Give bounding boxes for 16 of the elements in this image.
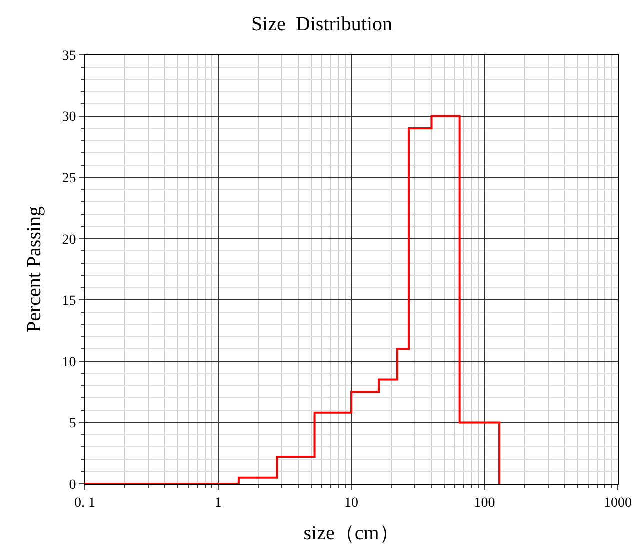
y-tick-label: 30 [62, 110, 76, 126]
y-tick-label: 10 [62, 355, 76, 370]
x-tick-label: 0. 1 [74, 496, 96, 511]
y-tick-label: 15 [62, 294, 76, 310]
y-tick-label: 20 [62, 232, 76, 248]
y-tick-label: 35 [62, 48, 76, 64]
x-tick-label: 1000 [604, 496, 632, 511]
chart-title: Size Distribution [251, 14, 393, 36]
y-tick-label: 0 [69, 478, 76, 493]
x-tick-label: 1 [214, 496, 222, 511]
x-tick-label: 100 [474, 496, 496, 511]
y-axis-title: Percent Passing [24, 206, 46, 333]
y-tick-label: 25 [62, 171, 76, 186]
y-tick-label: 5 [69, 416, 76, 432]
x-tick-label: 10 [344, 496, 358, 511]
x-axis-title: size（cm） [304, 522, 400, 544]
